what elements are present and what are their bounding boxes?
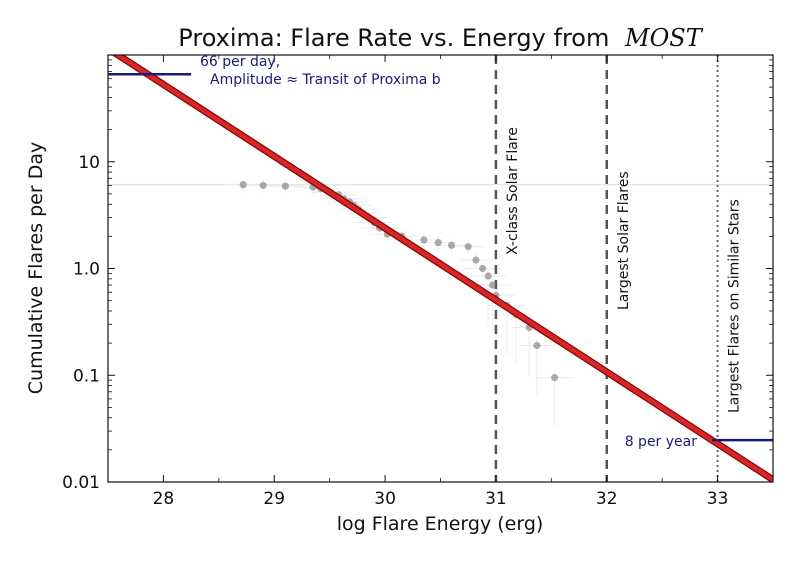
chart-labels: X-class Solar Flare Largest Solar Flares L… [200,54,743,450]
data-point-29 [533,341,541,350]
chart-title-main: Proxima: Flare Rate vs. Energy from [178,24,609,52]
data-point-0 [239,181,247,189]
data-point-2 [281,182,289,190]
chart-title: Proxima: Flare Rate vs. Energy from MOST [178,24,703,52]
y-axis-label: Cumulative Flares per Day [25,142,47,394]
plot-area [108,55,773,482]
data-point-22 [479,264,487,273]
y-tick-label-2: 1.0 [73,260,100,280]
axes: 28 29 30 31 32 33 0.01 0.1 1.0 10 [62,54,774,509]
x-axis-label: log Flare Energy (erg) [337,513,544,535]
low-rate-label: 8 per year [625,434,698,450]
x-tick-label-1: 29 [263,489,285,509]
y-tick-label-0: 0.01 [62,473,100,493]
data-point-17 [420,236,428,244]
data-point-18 [434,238,442,247]
data-point-19 [447,241,456,249]
data-point-21 [472,256,480,264]
data-point-1 [259,181,267,190]
data-point-23 [484,272,492,280]
x-tick-label-2: 30 [374,489,396,509]
x-tick-label-4: 32 [596,489,618,509]
y-tick-label-1: 0.1 [73,366,100,386]
fit-line [113,55,773,482]
reference-label-0: X-class Solar Flare [505,127,521,255]
chart-title-italic: MOST [624,24,704,52]
reference-label-2: Largest Flares on Similar Stars [727,199,743,413]
x-tick-label-3: 31 [485,489,507,509]
data-point-30 [551,374,559,382]
data-point-20 [464,243,472,251]
high-rate-label-line2: Amplitude ≈ Transit of Proxima b [210,72,441,88]
high-rate-label-line1: 66 per day, [200,54,280,70]
x-tick-label-0: 28 [153,489,175,509]
data-point-24 [488,281,497,289]
y-tick-label-3: 10 [78,153,100,173]
reference-label-1: Largest Solar Flares [616,171,632,310]
x-tick-label-5: 33 [707,489,729,509]
